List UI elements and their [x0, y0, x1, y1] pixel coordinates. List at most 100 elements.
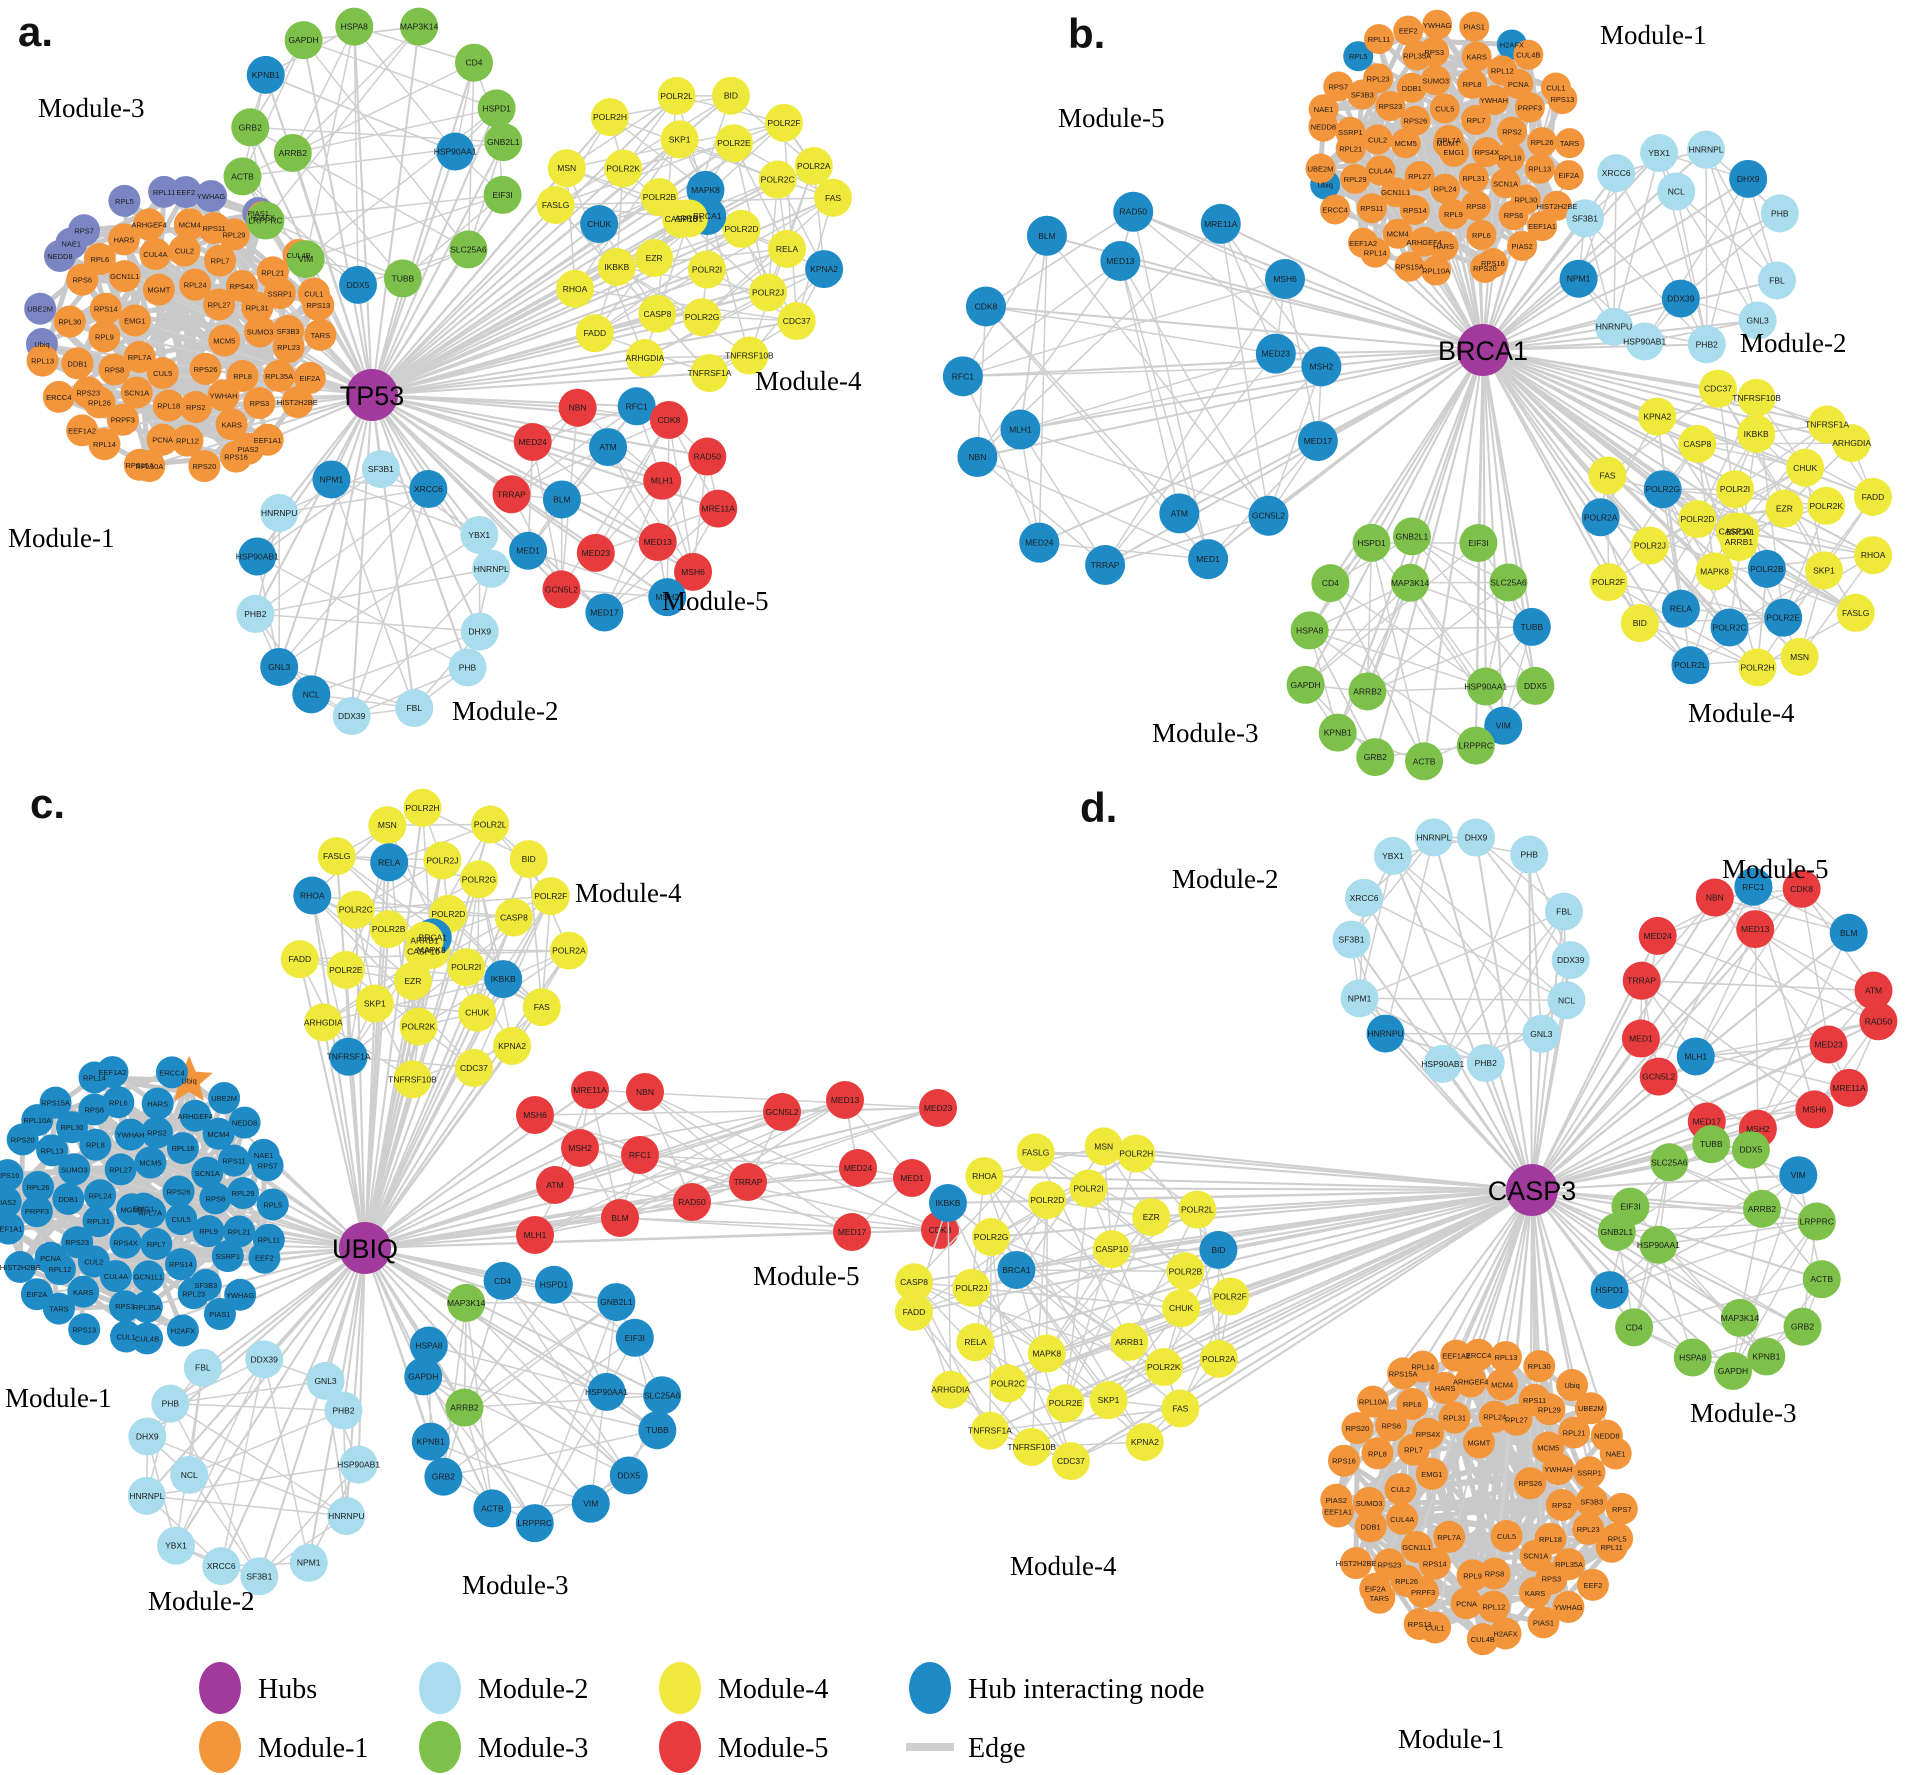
edge: [1714, 896, 1849, 934]
hub-edge: [1144, 1189, 1533, 1443]
node-arrb2: [1348, 672, 1387, 711]
node-cul4b: [1466, 1623, 1499, 1656]
hub-edge: [1481, 349, 1487, 687]
hub-edge: [278, 394, 373, 668]
node-fas: [1588, 456, 1627, 495]
node-rpl8: [1361, 1437, 1394, 1470]
node-rps26: [1514, 1467, 1547, 1500]
module-label-b-module-1: Module-1: [1600, 20, 1706, 50]
node-map3k14: [400, 7, 439, 46]
node-ssrp1: [1335, 116, 1366, 147]
node-cd4: [1311, 564, 1350, 603]
edge: [1714, 554, 1874, 573]
edge: [1639, 622, 1758, 669]
node-hspd1: [534, 1265, 573, 1304]
node-mcm4: [1382, 218, 1413, 249]
node-ikbkb: [1737, 414, 1776, 453]
node-cul5: [1429, 93, 1460, 124]
hub-edge: [1179, 1189, 1533, 1410]
node-eif3i: [483, 175, 522, 214]
node-mre11a: [1829, 1068, 1868, 1107]
node-rps15a: [1394, 251, 1425, 282]
node-gnl3: [1738, 301, 1777, 340]
hub-edge: [371, 141, 505, 396]
edge: [1695, 1020, 1879, 1058]
node-nbn: [957, 436, 998, 477]
hub-edge: [1218, 1189, 1533, 1360]
edge: [1358, 855, 1394, 999]
node-lrpprc: [1456, 726, 1495, 765]
node-polr2j: [1630, 526, 1669, 565]
node-med13: [1736, 910, 1775, 949]
node-fas: [1161, 1389, 1200, 1428]
node-msh6: [674, 552, 713, 591]
edge: [1308, 630, 1376, 758]
node-gnl3: [260, 647, 299, 686]
legend: Hubs Module-1 Module-2 Module-3 Module-4 Modu…: [199, 1662, 1204, 1773]
edge: [1599, 416, 1658, 518]
node-eif2a: [20, 1278, 53, 1311]
node-fbl: [1757, 261, 1796, 300]
node-rhoa: [965, 1157, 1004, 1196]
node-msh6: [516, 1096, 554, 1134]
node-rpl23: [1363, 63, 1394, 94]
node-ube2m: [1574, 1392, 1607, 1425]
hub-edge: [364, 1067, 475, 1249]
edge: [1411, 535, 1536, 687]
node-arhgef4: [133, 208, 166, 241]
node-ddx5: [1516, 666, 1555, 705]
hub-edge: [371, 356, 646, 397]
node-phb2: [1687, 325, 1726, 364]
node-hist2h2be: [281, 386, 314, 419]
node-rps20: [1469, 252, 1500, 283]
node-bid: [1620, 604, 1659, 643]
edge: [595, 419, 670, 554]
node-rpl23: [177, 1277, 210, 1310]
node-vim: [1484, 706, 1523, 745]
node-rpl24: [179, 268, 212, 301]
node-slc25a6: [643, 1376, 682, 1415]
node-tnfrsf10b: [393, 1060, 432, 1099]
node-ercc4: [42, 380, 75, 413]
node-rpl24: [1430, 173, 1461, 204]
edge: [1757, 990, 1875, 1130]
node-rpl30: [55, 1111, 88, 1144]
hub-edge: [364, 1106, 939, 1250]
node-slc25a6: [449, 230, 488, 269]
hub-edge: [1423, 349, 1485, 762]
node-blm: [1026, 215, 1067, 256]
edge: [527, 859, 543, 1008]
node-cul4a: [1386, 1502, 1419, 1535]
node-cdc37: [777, 302, 816, 341]
edge: [255, 613, 480, 633]
hub-edge: [371, 217, 690, 396]
module-label-d-module-3: Module-3: [1690, 1398, 1796, 1428]
hub-edge: [1531, 1120, 1708, 1191]
node-eef1a2: [96, 1056, 129, 1089]
edge: [962, 365, 1322, 378]
node-hsp90ab1: [1625, 322, 1664, 361]
hub-edge: [1531, 1043, 1829, 1191]
edge: [1613, 152, 1660, 327]
node-tnfrsf1a: [690, 354, 729, 393]
node-mlh1: [516, 1216, 554, 1254]
edge: [279, 488, 429, 514]
node-nbn: [558, 388, 597, 427]
node-tnfrsf10b: [1737, 378, 1776, 417]
edge: [265, 74, 456, 153]
node-polr2h: [1117, 1134, 1156, 1173]
node-rps8: [1461, 190, 1492, 221]
node-msh6: [1265, 258, 1306, 299]
node-rps20: [1341, 1412, 1374, 1445]
node-rpl13: [26, 344, 59, 377]
node-cul2: [77, 1245, 110, 1278]
node-ssrp1: [263, 277, 296, 310]
node-rps4x: [109, 1226, 142, 1259]
node-emg1: [118, 304, 151, 337]
node-blm: [601, 1199, 639, 1237]
node-rela: [956, 1323, 995, 1362]
node-med1: [509, 531, 548, 570]
node-fadd: [1853, 477, 1892, 516]
edge: [501, 1280, 630, 1476]
panel-letter-a: a.: [18, 8, 53, 55]
